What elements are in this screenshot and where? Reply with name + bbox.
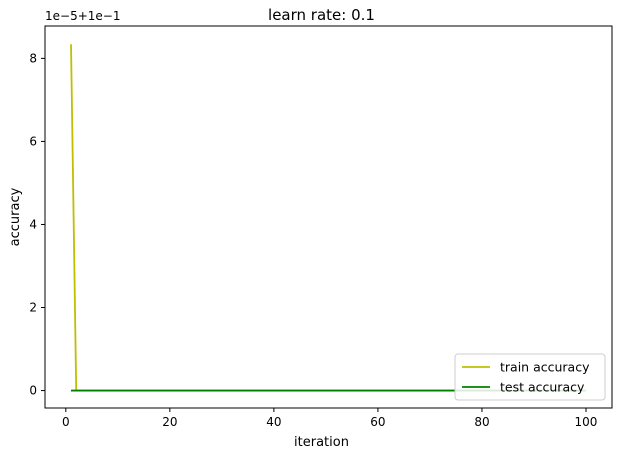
x-tick-label: 80 — [474, 415, 489, 429]
legend-box — [454, 353, 606, 401]
x-tick-label: 100 — [575, 415, 598, 429]
x-tick-label: 0 — [62, 415, 70, 429]
train-accuracy-line — [70, 44, 586, 392]
x-axis-label: iteration — [294, 435, 349, 450]
chart-title: learn rate: 0.1 — [268, 6, 375, 24]
y-tick-label: 6 — [29, 134, 37, 148]
legend-label-test: test accuracy — [500, 380, 585, 395]
y-axis-label: accuracy — [8, 187, 23, 246]
x-tick-label: 60 — [370, 415, 385, 429]
y-tick-label: 4 — [29, 217, 37, 231]
y-tick-label: 8 — [29, 51, 37, 65]
chart-marks — [70, 44, 586, 392]
y-tick-label: 0 — [29, 384, 37, 398]
plot-frame — [44, 25, 613, 409]
x-tick-label: 40 — [266, 415, 281, 429]
legend: train accuracy test accuracy — [454, 353, 606, 401]
y-tick-label: 2 — [29, 301, 37, 315]
y-ticks: 0 2 4 6 8 — [29, 51, 45, 398]
x-ticks: 0 20 40 60 80 100 — [62, 408, 597, 429]
y-offset-text: 1e−5+1e−1 — [45, 9, 120, 23]
legend-label-train: train accuracy — [500, 360, 590, 375]
x-tick-label: 20 — [162, 415, 177, 429]
